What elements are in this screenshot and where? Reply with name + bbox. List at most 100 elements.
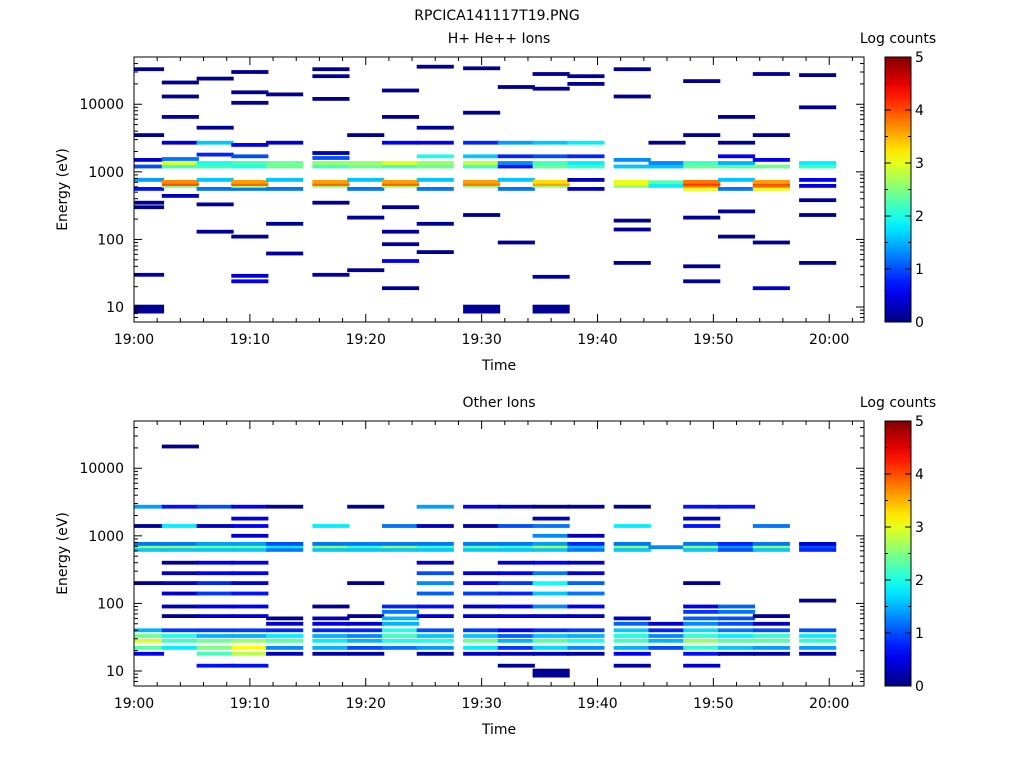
heatmap-cell: [382, 140, 420, 145]
heatmap-cell: [648, 140, 686, 145]
heatmap-cell: [266, 164, 304, 169]
heatmap-cell: [752, 634, 790, 638]
heatmap-cell: [161, 614, 199, 618]
plot-frame: [133, 56, 865, 323]
heatmap-cell: [567, 651, 605, 656]
heatmap-cell: [463, 213, 501, 217]
heatmap-cell: [799, 542, 837, 546]
heatmap-cell: [231, 161, 269, 165]
heatmap-cell: [161, 194, 199, 198]
x-tick-label: 19:10: [230, 332, 270, 348]
heatmap-cell: [752, 542, 790, 546]
heatmap-cell: [799, 544, 837, 549]
heatmap-cell: [648, 184, 686, 188]
heatmap-cell: [347, 215, 385, 220]
heatmap-cell: [347, 646, 385, 650]
colorbar-label: Log counts: [860, 395, 936, 411]
heatmap-cell: [752, 544, 790, 549]
heatmap-cell: [613, 634, 651, 638]
heatmap-cell: [161, 638, 199, 643]
x-tick-label: 20:00: [809, 696, 849, 712]
y-tick-label: 1000: [88, 165, 124, 181]
colorbar-tick-label: 3: [915, 156, 924, 172]
heatmap-cell: [416, 250, 454, 254]
heatmap-cell: [231, 504, 269, 509]
heatmap-cell: [266, 634, 304, 638]
heatmap-cell: [134, 581, 165, 585]
heatmap-cell: [161, 560, 199, 565]
heatmap-cell: [718, 638, 756, 643]
heatmap-cell: [613, 616, 651, 621]
heatmap-cell: [497, 638, 535, 643]
y-tick-label: 100: [97, 596, 124, 612]
x-axis-label: Time: [481, 722, 516, 738]
heatmap-cell: [416, 560, 454, 565]
heatmap-cell: [613, 94, 651, 99]
heatmap-cell: [683, 524, 721, 528]
heatmap-cell: [134, 638, 165, 643]
heatmap-cell: [799, 261, 837, 265]
heatmap-cell: [497, 161, 535, 165]
heatmap-cell: [613, 504, 651, 509]
heatmap-cell: [718, 616, 756, 621]
colorbar-label: Log counts: [860, 31, 936, 47]
heatmap-cell: [312, 151, 350, 155]
heatmap-cell: [312, 616, 350, 621]
y-tick-label: 10000: [79, 461, 124, 477]
heatmap-cell: [752, 638, 790, 643]
heatmap-cell: [196, 548, 234, 552]
heatmap-cell: [718, 178, 756, 182]
heatmap-cell: [613, 628, 651, 633]
heatmap-cell: [161, 548, 199, 552]
heatmap-cell: [463, 651, 501, 656]
heatmap-cell: [161, 591, 199, 596]
heatmap-cell: [196, 571, 234, 576]
heatmap-cell: [613, 646, 651, 650]
heatmap-cell: [312, 164, 350, 169]
heatmap-cell: [382, 616, 420, 621]
heatmap-cell: [347, 178, 385, 182]
heatmap-cell: [231, 571, 269, 576]
heatmap-cell: [799, 634, 837, 638]
heatmap-cell: [752, 628, 790, 633]
colorbar-tick-label: 0: [915, 315, 924, 331]
heatmap-cell: [718, 234, 756, 239]
y-axis: 10 100 1000 10000 Energy (eV): [55, 420, 864, 687]
heatmap-cell: [648, 628, 686, 633]
heatmap-cell: [567, 591, 605, 596]
heatmap-cell: [196, 663, 234, 668]
colorbar-tick-label: 4: [915, 467, 924, 483]
colorbar: Log counts 0 1 2 3 4 5: [860, 31, 936, 331]
heatmap-cell: [752, 621, 790, 626]
heatmap-cell: [196, 76, 234, 81]
heatmap-cell: [613, 651, 651, 656]
heatmap-cell: [567, 178, 605, 182]
heatmap-cell: [134, 628, 165, 633]
heatmap-cell: [416, 604, 454, 609]
heatmap-cell: [312, 74, 350, 79]
heatmap-cell: [718, 621, 756, 626]
x-tick-label: 19:40: [577, 696, 617, 712]
heatmap-cell: [196, 628, 234, 633]
heatmap-cell: [799, 651, 837, 656]
heatmap-cell: [613, 544, 651, 549]
y-axis-label: Energy (eV): [55, 148, 71, 231]
heatmap-cell: [161, 628, 199, 633]
heatmap-cell: [752, 240, 790, 245]
heatmap-cell: [799, 628, 837, 633]
heatmap-cell: [613, 182, 651, 186]
heatmap-cell: [567, 74, 605, 79]
heatmap-cell: [312, 182, 350, 186]
heatmap-cell: [532, 591, 570, 596]
colorbar-tick-label: 5: [915, 414, 924, 430]
heatmap-cell: [347, 621, 385, 626]
heatmap-cell: [347, 651, 385, 656]
heatmap-cell: [196, 178, 234, 182]
heatmap-cell: [416, 178, 454, 182]
heatmap-cell: [683, 187, 721, 191]
heatmap-cell: [134, 542, 165, 546]
heatmap-cell: [134, 200, 165, 205]
heatmap-cell: [497, 604, 535, 609]
heatmap-cell: [416, 581, 454, 585]
heatmap-cell: [463, 634, 501, 638]
